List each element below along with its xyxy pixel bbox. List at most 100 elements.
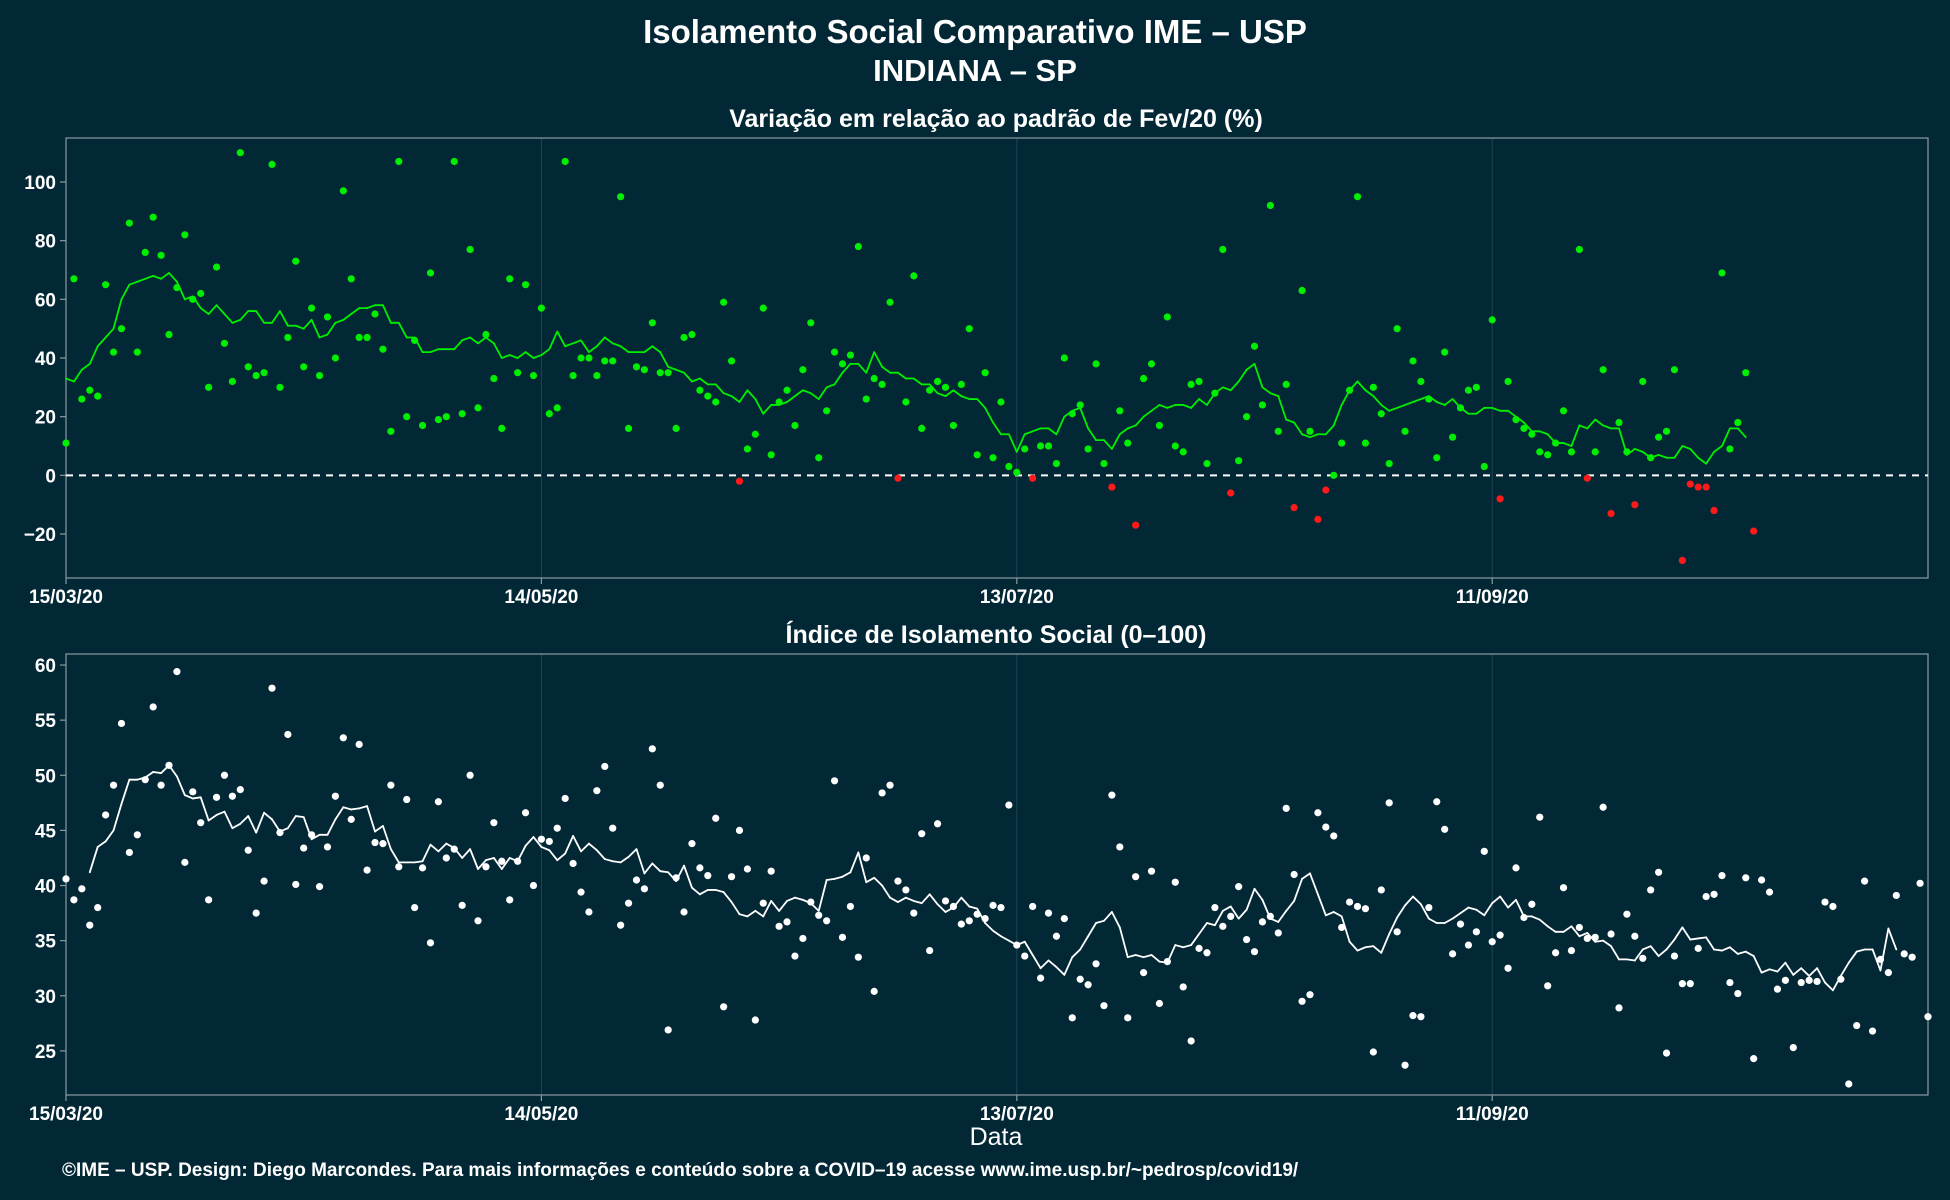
data-point [1702,892,1710,901]
moving-average-segment [1412,398,1422,403]
moving-average-segment [310,833,321,841]
data-point [1837,975,1845,983]
moving-average-segment [1705,936,1715,951]
moving-average-segment [1673,445,1684,459]
moving-average-segment [279,310,289,327]
data-point [450,845,458,853]
moving-average-segment [944,389,955,398]
data-point [1694,944,1702,952]
data-point [727,357,736,365]
moving-average-segment [1324,424,1335,436]
moving-average-segment [1031,427,1042,433]
data-point [672,424,680,432]
moving-average-segment [1142,409,1153,418]
data-point [1647,454,1655,462]
moving-average-segment [516,351,527,359]
moving-average-segment [1578,424,1589,430]
data-point [1132,521,1140,529]
moving-average-segment [1839,961,1850,977]
moving-average-segment [1229,380,1240,392]
moving-average-segment [239,815,250,825]
data-point [403,413,411,421]
moving-average-segment [762,404,773,415]
data-point [173,284,181,292]
data-point [1338,439,1346,447]
data-point [125,219,133,227]
data-point [1544,982,1552,990]
moving-average-segment [112,298,123,330]
data-point [1607,509,1615,518]
data-point [1718,872,1726,880]
data-point [149,213,157,221]
moving-average-segment [461,336,471,342]
moving-average-segment [928,893,939,906]
data-point [133,831,141,839]
data-point [870,374,878,383]
data-point [1227,489,1235,497]
data-point [474,917,482,925]
data-point [292,880,300,889]
moving-average-segment [1475,406,1486,415]
moving-average-segment [1562,442,1573,447]
moving-average-segment [691,886,701,896]
moving-average-segment [532,836,543,848]
moving-average-segment [595,849,606,860]
data-point [284,730,292,739]
moving-average-segment [1293,421,1303,436]
data-point [601,357,609,365]
data-point [656,781,664,789]
moving-average-segment [1348,940,1359,952]
data-point [1599,366,1607,374]
moving-average-segment [651,862,662,873]
data-point [1861,877,1869,885]
data-point [197,819,205,827]
moving-average-segment [152,274,162,280]
data-point [997,903,1005,912]
data-point [1171,878,1179,886]
data-point [244,363,252,371]
data-point [886,298,894,306]
data-point [537,304,546,312]
moving-average-segment [580,842,590,853]
data-point [371,310,379,318]
moving-average-segment [1380,933,1391,954]
data-point [189,295,197,303]
data-point [109,348,118,356]
moving-average-segment [603,858,614,863]
data-point [141,248,149,256]
data-point [1068,410,1076,418]
data-point [102,281,110,289]
data-point [1005,801,1013,809]
data-point [1052,932,1061,940]
data-point [284,333,292,342]
moving-average-segment [1213,909,1224,927]
moving-average-segment [318,333,329,339]
moving-average-segment [857,362,868,374]
moving-average-segment [635,848,646,875]
moving-average-segment [1705,450,1715,465]
data-point [577,354,585,362]
moving-average-segment [722,392,733,398]
data-point [1195,944,1203,952]
data-point [1092,360,1100,368]
data-point [1662,1049,1671,1057]
moving-average-segment [1499,895,1509,909]
moving-average-segment [881,365,891,374]
moving-average-segment [1641,945,1652,951]
data-point [1670,366,1679,374]
data-point [323,843,332,851]
data-point [846,351,855,359]
moving-average-segment [1087,427,1097,442]
data-point [1203,460,1211,468]
data-point [830,348,839,356]
data-point [553,404,561,412]
data-point [1013,468,1021,476]
data-point [1456,920,1465,928]
moving-average-segment [1103,439,1113,450]
data-point [1488,316,1496,324]
data-point [315,372,324,380]
data-point [751,1016,759,1024]
moving-average-segment [1713,445,1723,453]
data-point [1250,948,1259,956]
data-point [1884,969,1892,977]
